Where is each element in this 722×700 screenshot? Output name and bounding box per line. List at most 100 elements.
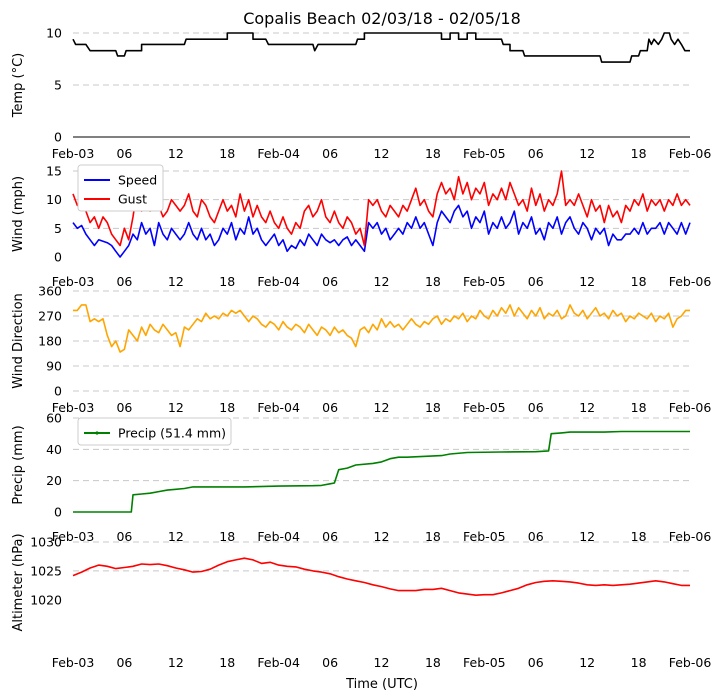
- x-tick-label: 12: [168, 274, 184, 289]
- y-tick-label: 180: [38, 334, 62, 349]
- x-tick-label: 06: [322, 146, 338, 161]
- x-tick-label: 18: [425, 400, 441, 415]
- x-tick-label: 06: [528, 274, 544, 289]
- x-tick-label: 18: [219, 529, 235, 544]
- y-tick-label: 40: [46, 442, 62, 457]
- x-tick-label: Feb-06: [669, 655, 712, 670]
- x-tick-label: Feb-06: [669, 400, 712, 415]
- x-tick-label: 06: [116, 274, 132, 289]
- y-tick-label: 20: [46, 473, 62, 488]
- x-tick-label: Feb-05: [463, 655, 506, 670]
- x-tick-label: Feb-05: [463, 146, 506, 161]
- x-tick-label: 06: [528, 146, 544, 161]
- y-tick-label: 1030: [30, 535, 62, 550]
- subplot-3: 0 90 180 270 360 Feb-03 06 12 18 Feb-04 06 12 18 Feb-…: [11, 284, 711, 416]
- series-line-direction: [73, 304, 690, 353]
- y-tick-label: 360: [38, 284, 62, 299]
- x-tick-label: 06: [322, 655, 338, 670]
- x-tick-label: 18: [219, 400, 235, 415]
- chart-title: Copalis Beach 02/03/18 - 02/05/18: [243, 9, 521, 28]
- x-tick-label: 12: [579, 529, 595, 544]
- legend-marker: [95, 431, 99, 435]
- x-tick-label: Feb-06: [669, 146, 712, 161]
- x-tick-label: 18: [631, 274, 647, 289]
- x-tick-label: 12: [579, 400, 595, 415]
- x-tick-label: 12: [579, 146, 595, 161]
- x-tick-label: 06: [528, 655, 544, 670]
- x-tick-label: 12: [579, 655, 595, 670]
- series-line-temp: [72, 32, 690, 63]
- x-tick-label: 12: [374, 146, 390, 161]
- x-tick-label: 12: [374, 274, 390, 289]
- y-tick-label: 0: [54, 130, 62, 145]
- x-tick-label: 12: [579, 274, 595, 289]
- x-tick-label: 06: [322, 400, 338, 415]
- x-tick-label: 12: [168, 146, 184, 161]
- x-tick-label: 18: [425, 529, 441, 544]
- y-tick-label: 0: [54, 505, 62, 520]
- x-tick-label: Feb-04: [257, 529, 300, 544]
- x-tick-label: Feb-05: [463, 529, 506, 544]
- x-tick-label: Feb-04: [257, 146, 300, 161]
- y-tick-label: 90: [46, 359, 62, 374]
- x-tick-label: Feb-05: [463, 400, 506, 415]
- x-tick-label: 06: [322, 274, 338, 289]
- legend-label: Precip (51.4 mm): [118, 426, 226, 441]
- y-tick-label: 270: [38, 309, 62, 324]
- subplot-2: 0 5 10 15 Feb-03 06 12 18 Feb-04 06 12 18 Feb-05 06 12…: [11, 164, 711, 290]
- x-tick-label: 06: [322, 529, 338, 544]
- y-axis-label: Precip (mm): [11, 425, 26, 504]
- x-tick-label: 18: [425, 146, 441, 161]
- y-tick-label: 1020: [30, 592, 62, 607]
- y-tick-label: 60: [46, 411, 62, 426]
- x-tick-label: 12: [374, 400, 390, 415]
- legend-box: [77, 417, 232, 446]
- y-axis-label: Wind (mph): [11, 176, 26, 252]
- x-tick-label: Feb-06: [669, 274, 712, 289]
- x-tick-label: Feb-03: [52, 529, 95, 544]
- x-tick-label: Feb-03: [52, 655, 95, 670]
- subplot-1: 0 5 10 Feb-03 06 12 18 Feb-04 06 12 18 Feb-05 06 12 18…: [11, 26, 711, 162]
- series-line-gust: [72, 170, 691, 247]
- x-tick-label: 06: [528, 400, 544, 415]
- y-tick-label: 1025: [30, 563, 62, 578]
- x-tick-label: 18: [219, 655, 235, 670]
- x-tick-label: 06: [116, 146, 132, 161]
- x-tick-label: Feb-03: [52, 146, 95, 161]
- x-tick-label: 06: [116, 529, 132, 544]
- series-line-speed: [72, 204, 691, 258]
- series-line-altimeter: [72, 557, 690, 596]
- x-tick-label: Feb-04: [257, 655, 300, 670]
- x-tick-label: 18: [219, 146, 235, 161]
- y-tick-label: 15: [46, 164, 62, 179]
- subplot-4: 0 20 40 60 Feb-03 06 12 18 Feb-04 06 12 18 Feb-05 06 1…: [11, 411, 711, 545]
- x-tick-label: 12: [374, 655, 390, 670]
- x-tick-label: 18: [425, 274, 441, 289]
- x-tick-label: 18: [631, 655, 647, 670]
- series-line-precip-51-4-mm-: [73, 430, 690, 513]
- x-tick-label: 12: [168, 655, 184, 670]
- subplots: 0 5 10 Feb-03 06 12 18 Feb-04 06 12 18 Feb-05 06 12 18…: [11, 26, 711, 671]
- x-tick-label: 18: [631, 529, 647, 544]
- x-tick-label: 12: [374, 529, 390, 544]
- y-axis-label: Temp (°C): [11, 53, 26, 119]
- x-tick-label: Feb-04: [257, 274, 300, 289]
- subplot-5: 1020 1025 1030 Feb-03 06 12 18 Feb-04 06 12 18 Feb-…: [11, 533, 711, 670]
- x-tick-label: Feb-03: [52, 400, 95, 415]
- x-tick-label: 06: [528, 529, 544, 544]
- x-tick-label: 18: [631, 146, 647, 161]
- x-tick-label: 18: [425, 655, 441, 670]
- x-axis-label: Time (UTC): [345, 677, 418, 692]
- x-tick-label: 12: [168, 529, 184, 544]
- x-tick-label: 06: [116, 400, 132, 415]
- y-tick-label: 5: [54, 78, 62, 93]
- y-tick-label: 10: [46, 192, 62, 207]
- x-tick-label: Feb-05: [463, 274, 506, 289]
- x-tick-label: 12: [168, 400, 184, 415]
- legend-label: Gust: [118, 192, 147, 207]
- x-tick-label: Feb-03: [52, 274, 95, 289]
- x-tick-label: 06: [116, 655, 132, 670]
- x-tick-label: 18: [219, 274, 235, 289]
- x-tick-label: Feb-04: [257, 400, 300, 415]
